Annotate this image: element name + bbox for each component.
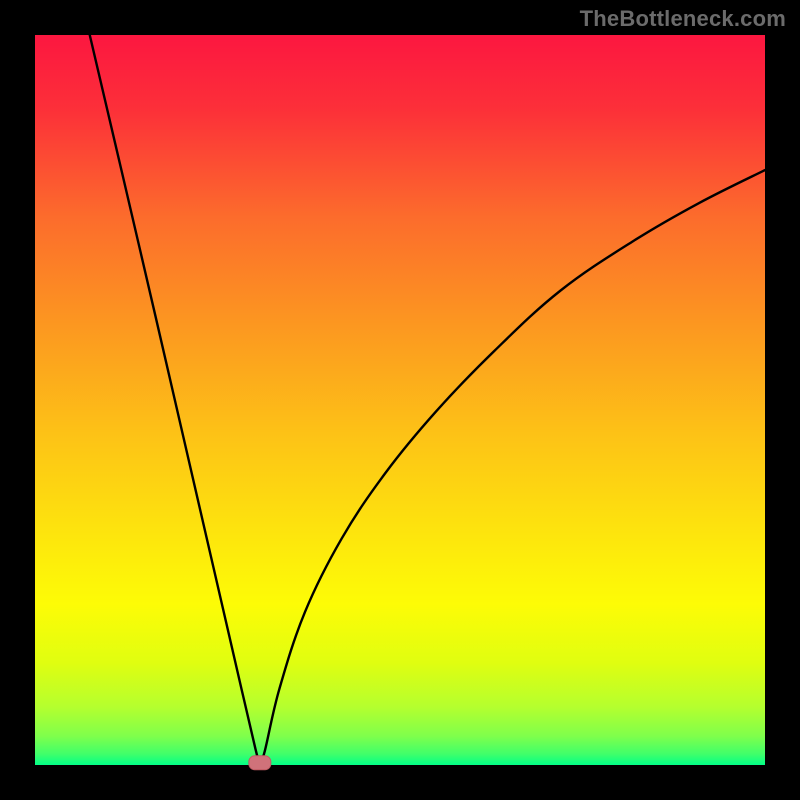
chart-container: TheBottleneck.com [0,0,800,800]
chart-svg [0,0,800,800]
plot-area [35,35,765,765]
watermark-text: TheBottleneck.com [580,6,786,32]
optimum-marker [249,756,271,770]
